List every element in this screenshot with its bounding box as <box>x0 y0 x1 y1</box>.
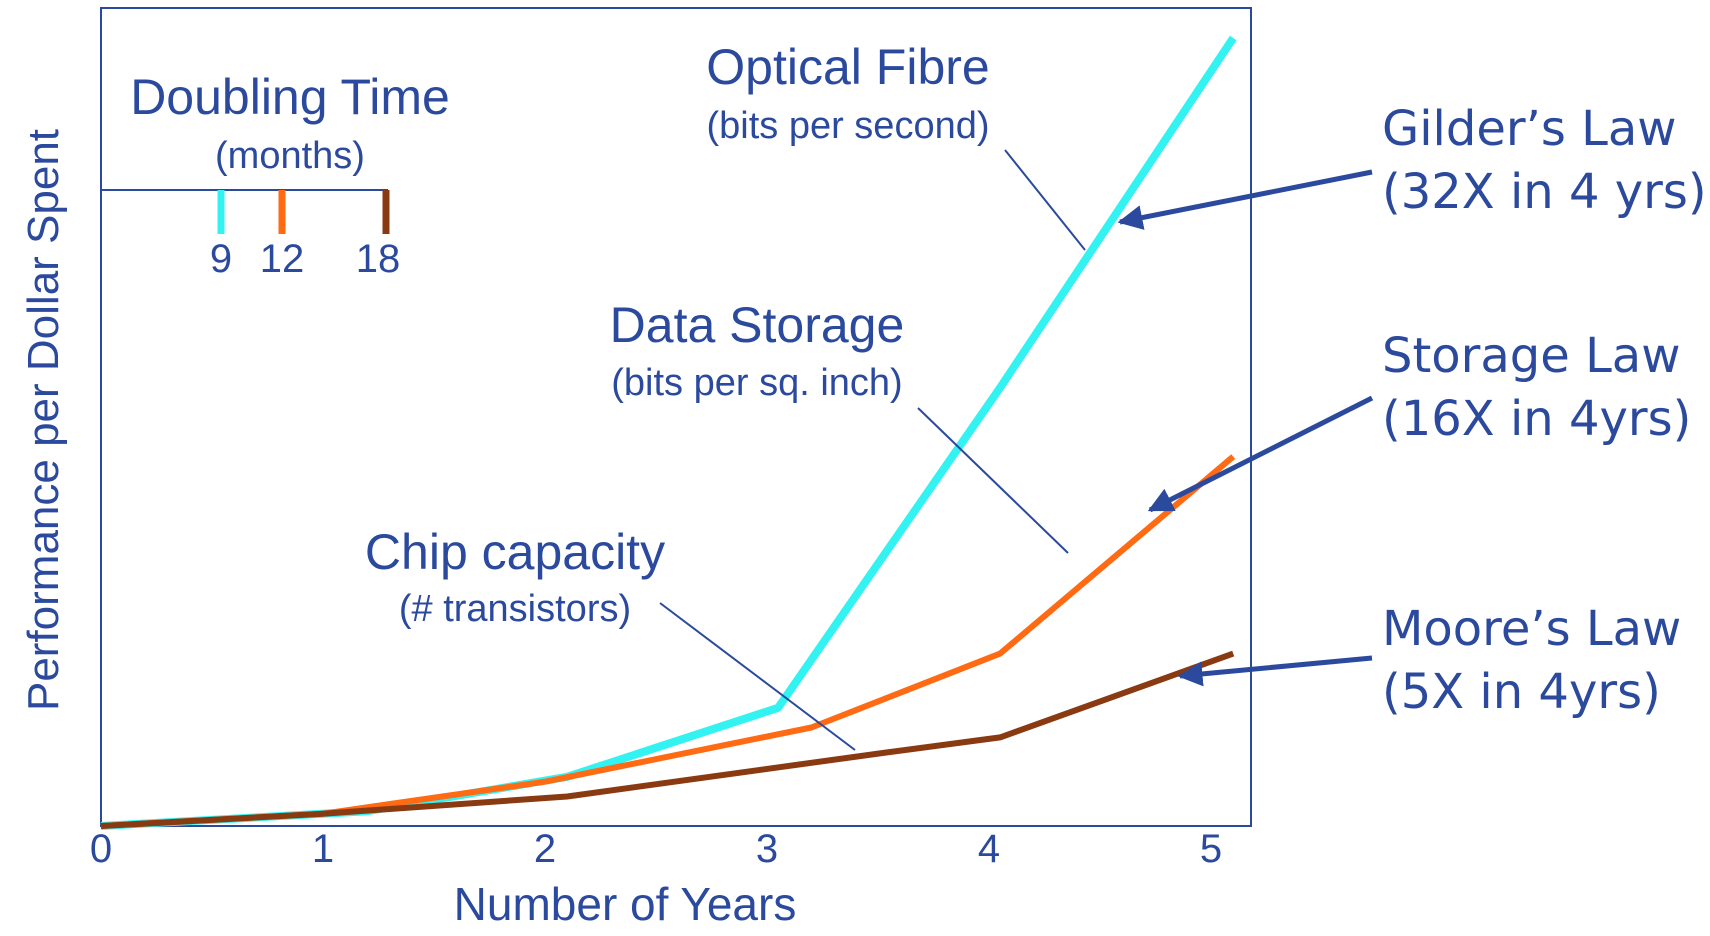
label-chip-capacity: Chip capacity <box>365 524 665 580</box>
label-data-storage: Data Storage <box>610 297 905 353</box>
legend-label-18: 18 <box>356 237 401 281</box>
x-tick-label: 4 <box>978 827 1000 871</box>
x-axis-label: Number of Years <box>454 878 797 930</box>
legend-title: Doubling Time <box>130 69 450 125</box>
series-line-data-storage <box>100 454 1236 829</box>
law-moore-detail: (5X in 4yrs) <box>1382 664 1661 720</box>
legend-label-9: 9 <box>210 237 232 281</box>
legend-label-12: 12 <box>260 237 305 281</box>
sublabel-optical-fibre: (bits per second) <box>706 105 989 147</box>
legend-subtitle: (months) <box>215 135 365 177</box>
law-storage: Storage Law <box>1382 328 1680 384</box>
x-tick-label: 2 <box>534 827 556 871</box>
sublabel-data-storage: (bits per sq. inch) <box>611 362 902 404</box>
leader-chip-capacity <box>659 602 856 751</box>
series-line-chip-capacity <box>100 650 1235 829</box>
law-storage-detail: (16X in 4yrs) <box>1382 391 1691 447</box>
leader-optical-fibre <box>1004 149 1086 251</box>
law-gilder-detail: (32X in 4 yrs) <box>1382 164 1707 220</box>
legend: Doubling Time (months) 9 12 18 <box>101 69 450 281</box>
arrow-moore <box>1177 655 1373 687</box>
sublabel-chip-capacity: (# transistors) <box>399 588 631 630</box>
law-gilder: Gilder’s Law <box>1382 101 1677 157</box>
y-axis-label: Performance per Dollar Spent <box>19 129 68 711</box>
plot-area <box>100 7 1252 827</box>
arrow-gilder <box>1117 169 1373 230</box>
x-tick-labels: 0 1 2 3 4 5 <box>90 827 1222 871</box>
x-tick-label: 0 <box>90 827 112 871</box>
x-tick-label: 1 <box>312 827 334 871</box>
x-tick-label: 3 <box>756 827 778 871</box>
leader-data-storage <box>917 407 1069 554</box>
law-moore: Moore’s Law <box>1382 601 1681 657</box>
label-optical-fibre: Optical Fibre <box>706 39 989 95</box>
arrow-storage <box>1147 395 1374 513</box>
x-tick-label: 5 <box>1200 827 1222 871</box>
